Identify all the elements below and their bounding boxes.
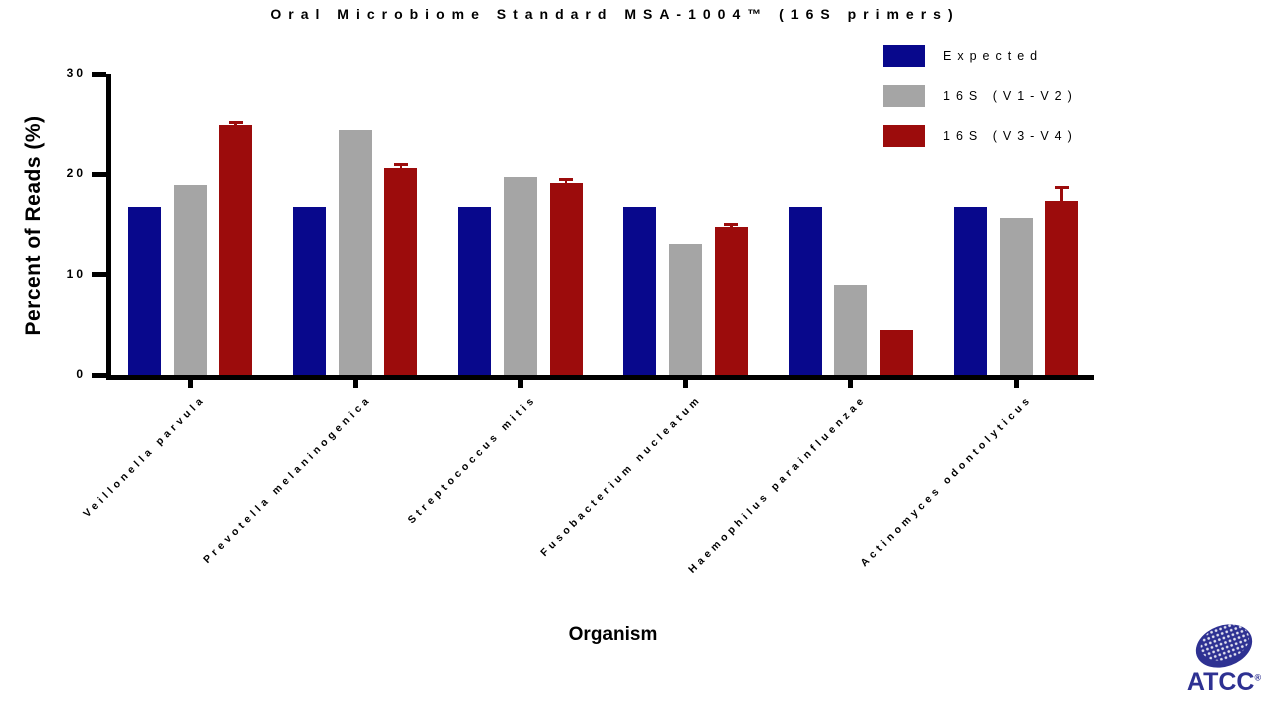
atcc-logo: ATCC® [1181,612,1267,704]
legend-row: Expected [883,45,1078,67]
y-tick-label: 20 [66,166,86,181]
atcc-logo-word: ATCC [1186,668,1255,696]
x-axis-tick [187,380,193,388]
bar-expected [127,207,161,375]
bar-16s-v1-v2- [173,185,207,375]
bar-16s-v1-v2- [999,218,1033,375]
bar-16s-v3-v4- [714,226,748,375]
legend-label: Expected [943,49,1044,63]
error-bar-cap [724,223,739,226]
error-bar-cap [559,177,574,181]
error-bar-cap [393,162,408,166]
x-category-label: Fusobacterium nucleatum [538,393,705,559]
y-tick-label: 10 [66,266,86,281]
y-tick-label: 30 [66,66,86,80]
bar-16s-v1-v2- [338,130,372,375]
legend-swatch [883,45,925,67]
legend-swatch [883,85,925,107]
error-bar-stem [730,224,733,228]
legend-label: 16S (V1-V2) [943,89,1078,103]
y-axis-tick [92,171,106,177]
bar-expected [458,207,492,375]
plot-area [106,74,1094,380]
x-category-label: Veillonella parvula [81,393,209,521]
y-axis-tick [92,272,106,278]
bar-16s-v3-v4- [880,329,913,375]
bar-16s-v3-v4- [1045,201,1079,375]
bar-expected [953,207,987,375]
y-axis-label: Percent of Reads (%) [22,115,45,336]
bar-expected [623,207,657,375]
bar-16s-v3-v4- [384,168,418,375]
error-bar-cap [1054,185,1069,189]
x-category-label: Haemophilus parainfluenzae [686,393,870,576]
error-bar-stem [234,122,237,127]
legend-swatch [883,125,925,147]
x-axis-tick [517,380,523,388]
legend-row: 16S (V1-V2) [883,85,1078,107]
legend-row: 16S (V3-V4) [883,125,1078,147]
bar-16s-v1-v2- [503,177,537,375]
x-axis-label: Organism [568,624,658,645]
y-axis-tick [92,71,106,77]
registered-trademark-icon: ® [1254,672,1262,683]
x-axis-tick [683,380,689,388]
error-bar-stem [564,179,568,185]
error-bar-cap [228,120,243,124]
x-axis-tick [1013,380,1019,388]
bar-expected [788,207,822,375]
legend-label: 16S (V3-V4) [943,129,1078,143]
bar-16s-v1-v2- [669,243,703,375]
bar-16s-v3-v4- [549,183,583,375]
y-tick-label: 0 [76,367,86,381]
error-bar-stem [399,164,403,170]
x-category-label: Actinomyces odontolyticus [858,393,1035,570]
bar-16s-v3-v4- [219,125,253,375]
chart-title: Oral Microbiome Standard MSA-1004™ (16S … [270,6,960,22]
x-category-label: Prevotella melaninogenica [200,393,374,566]
y-axis-tick [92,372,106,378]
legend: Expected 16S (V1-V2) 16S (V3-V4) [883,45,1078,165]
x-category-label: Streptococcus mitis [405,393,539,527]
error-bar-stem [1060,187,1063,203]
x-axis-tick [848,380,854,388]
bar-16s-v1-v2- [834,284,868,375]
atcc-logo-text: ATCC® [1181,668,1267,697]
x-axis-tick [352,380,358,388]
bar-expected [293,207,326,375]
atcc-globe-icon [1195,624,1253,668]
